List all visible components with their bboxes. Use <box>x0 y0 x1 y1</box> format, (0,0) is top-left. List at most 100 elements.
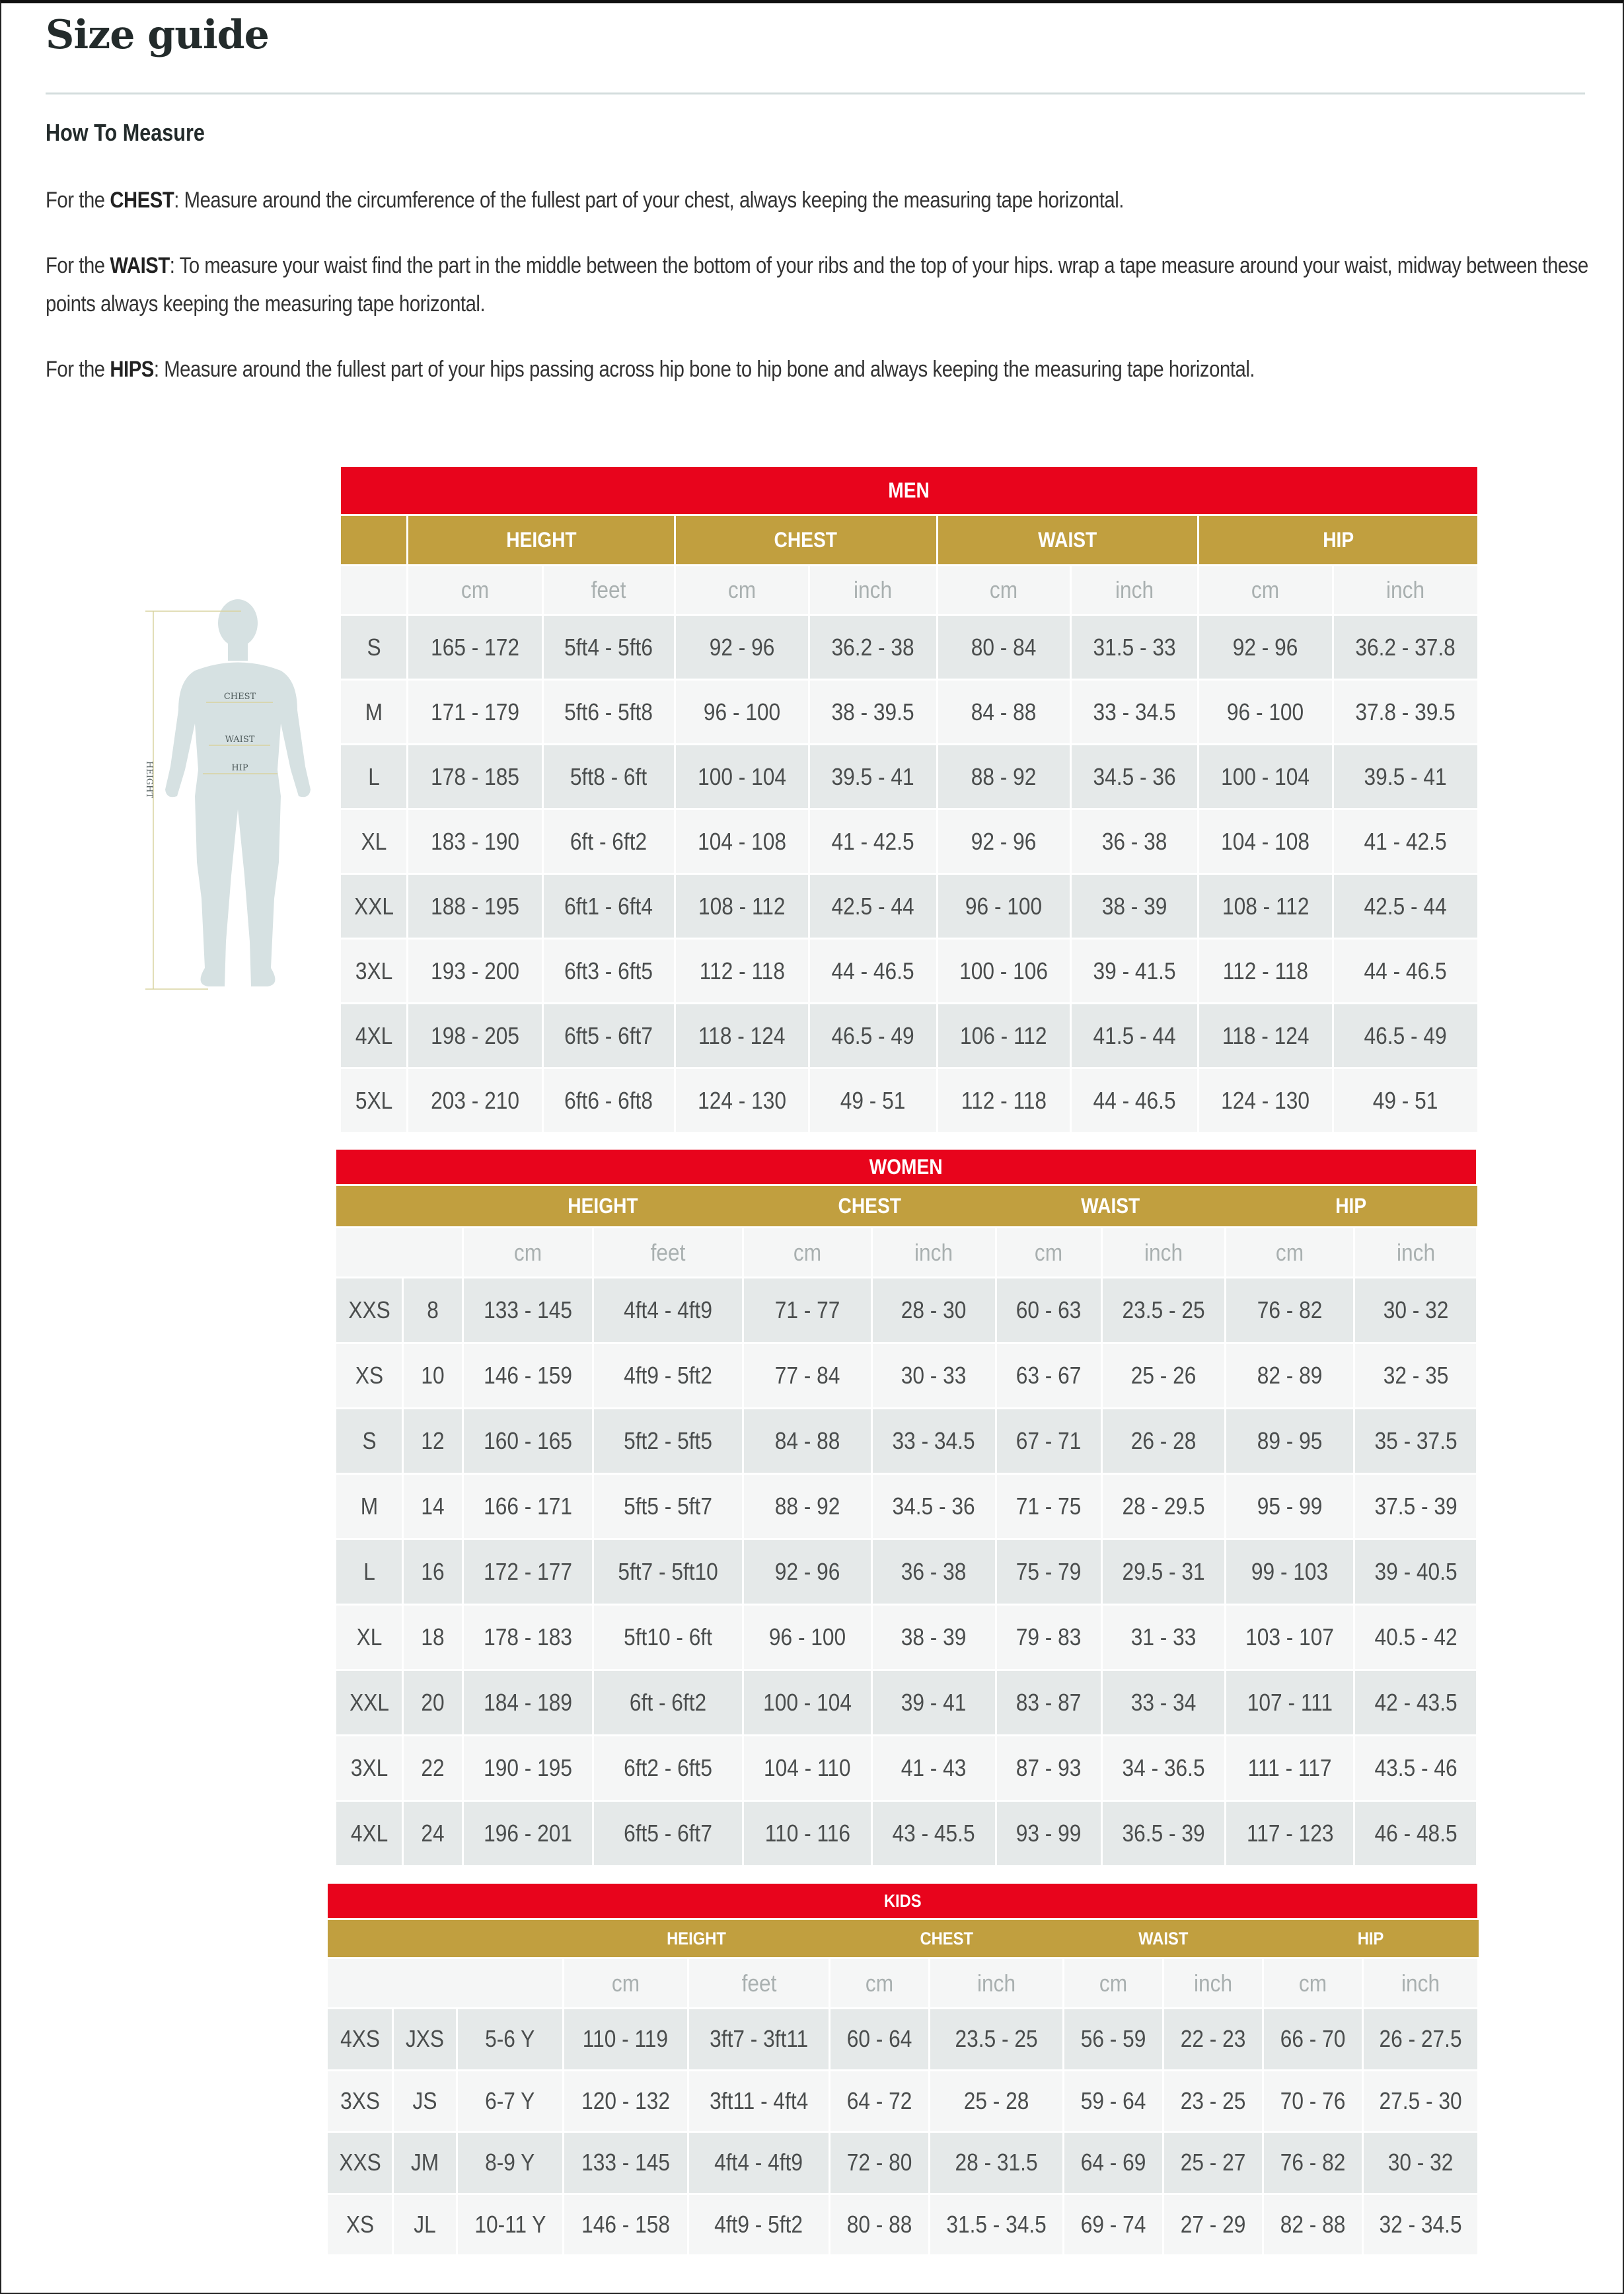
measurement-cell-text: 118 - 124 <box>1222 1021 1310 1049</box>
measurement-cell: 38 - 39 <box>1069 873 1200 940</box>
group-header-empty <box>338 514 409 566</box>
size-cell-text: XXS <box>338 2149 381 2176</box>
size-cell: JM <box>392 2131 459 2195</box>
table-row: S 165 - 172 5ft4 - 5ft6 92 - 96 36.2 - 38 80 … <box>338 614 1480 681</box>
measurement-cell-text: 112 - 118 <box>1222 957 1308 984</box>
measurement-cell-text: 49 - 51 <box>1372 1086 1438 1114</box>
measurement-cell-text: 26 - 28 <box>1130 1427 1197 1454</box>
chest-label: CHEST <box>224 692 256 702</box>
table-row: XL 18 178 - 183 5ft10 - 6ft 96 - 100 38 - 39 7… <box>334 1604 1478 1671</box>
size-cell-text: S <box>367 633 381 661</box>
measurement-cell: 106 - 112 <box>936 1002 1072 1069</box>
size-cell: 5XL <box>338 1067 409 1134</box>
unit-header: inch <box>1100 1226 1227 1278</box>
measurement-cell-text: 183 - 190 <box>430 827 519 855</box>
measurement-cell: 203 - 210 <box>406 1067 544 1134</box>
unit-header-text: cm <box>461 576 489 603</box>
table-row: 4XS JXS 5-6 Y 110 - 119 3ft7 - 3ft11 60 - 64 2… <box>325 2007 1479 2071</box>
measurement-cell: 88 - 92 <box>936 743 1072 810</box>
size-cell: XXS <box>325 2131 394 2195</box>
measurement-cell-text: 46.5 - 49 <box>1364 1021 1447 1049</box>
measurement-cell-text: 44 - 46.5 <box>831 957 914 984</box>
measurement-cell: 111 - 117 <box>1224 1734 1356 1802</box>
measurement-cell-text: 67 - 71 <box>1015 1427 1082 1454</box>
measurement-cell: 39.5 - 41 <box>808 743 938 810</box>
measurement-cell: 31.5 - 34.5 <box>928 2192 1064 2256</box>
size-cell: 20 <box>402 1669 464 1736</box>
size-cell: 4XS <box>325 2007 394 2071</box>
measurement-cell-text: 133 - 145 <box>581 2149 670 2176</box>
measurement-cell: 124 - 130 <box>1197 1067 1334 1134</box>
measurement-cell: 38 - 39.5 <box>808 679 938 745</box>
group-header-waist: WAIST <box>996 1184 1226 1228</box>
size-cell: 12 <box>402 1407 464 1475</box>
measurement-cell-text: 23.5 - 25 <box>1122 1296 1205 1323</box>
table-title-text: WOMEN <box>869 1154 943 1179</box>
measurement-cell: 32 - 34.5 <box>1362 2192 1479 2256</box>
size-cell: 14 <box>402 1473 464 1540</box>
measurement-cell: 146 - 158 <box>562 2192 689 2256</box>
measurement-cell: 4ft9 - 5ft2 <box>686 2192 831 2256</box>
measurement-cell: 190 - 195 <box>462 1734 594 1802</box>
measurement-cell: 44 - 46.5 <box>1331 938 1480 1004</box>
size-cell: 10 <box>402 1342 464 1409</box>
size-cell: 6-7 Y <box>456 2069 564 2133</box>
unit-header-text: cm <box>513 1238 542 1266</box>
unit-header: inch <box>1162 1957 1265 2009</box>
measurement-cell-text: 70 - 76 <box>1280 2087 1346 2114</box>
measurement-cell-text: 69 - 74 <box>1080 2210 1146 2238</box>
unit-header-text: cm <box>866 1969 894 1997</box>
measurement-cell: 110 - 119 <box>562 2007 689 2071</box>
group-header-waist: WAIST <box>936 514 1200 566</box>
measurement-cell: 36.2 - 38 <box>808 614 938 681</box>
size-cell: 18 <box>402 1604 464 1671</box>
measurement-cell: 39 - 41.5 <box>1069 938 1200 1004</box>
measurement-cell: 42.5 - 44 <box>1331 873 1480 940</box>
size-cell: 3XS <box>325 2069 394 2133</box>
size-cell: 8-9 Y <box>456 2131 564 2195</box>
measurement-cell-text: 133 - 145 <box>484 1296 572 1323</box>
unit-header-row: cm feet cm inch cm inch cm inch <box>334 1226 1478 1278</box>
measurement-cell-text: 64 - 69 <box>1080 2149 1146 2176</box>
measurement-cell: 104 - 108 <box>673 808 811 875</box>
measurement-cell: 79 - 83 <box>994 1604 1103 1671</box>
measurement-cell: 172 - 177 <box>462 1538 594 1606</box>
measurement-cell: 23.5 - 25 <box>928 2007 1064 2071</box>
unit-header: cm <box>994 1226 1103 1278</box>
measurement-cell: 25 - 27 <box>1162 2131 1265 2195</box>
measurement-cell: 43 - 45.5 <box>871 1800 997 1867</box>
measurement-cell-text: 44 - 46.5 <box>1093 1086 1176 1114</box>
size-cell: XXL <box>338 873 409 940</box>
measurement-cell-text: 104 - 108 <box>698 827 786 855</box>
measurement-cell-text: 33 - 34.5 <box>892 1427 975 1454</box>
measurement-cell-text: 76 - 82 <box>1257 1296 1323 1323</box>
measurement-cell: 59 - 64 <box>1062 2069 1165 2133</box>
size-cell: M <box>334 1473 404 1540</box>
measurement-cell-text: 172 - 177 <box>484 1558 572 1585</box>
measurement-cell-text: 92 - 96 <box>709 633 775 661</box>
table-row: XXS JM 8-9 Y 133 - 145 4ft4 - 4ft9 72 - 80 28 … <box>325 2131 1479 2195</box>
measurement-cell: 69 - 74 <box>1062 2192 1165 2256</box>
measurement-cell-text: 117 - 123 <box>1246 1820 1334 1847</box>
measurement-cell: 46.5 - 49 <box>808 1002 938 1069</box>
measurement-cell: 49 - 51 <box>808 1067 938 1134</box>
unit-header-text: inch <box>1194 1969 1233 1997</box>
measurement-cell: 31 - 33 <box>1100 1604 1227 1671</box>
measurement-cell: 108 - 112 <box>1197 873 1334 940</box>
measurement-cell-text: 6ft6 - 6ft8 <box>564 1086 653 1114</box>
measurement-cell-text: 4ft9 - 5ft2 <box>714 2210 803 2238</box>
measurement-cell: 133 - 145 <box>562 2131 689 2195</box>
measurement-cell-text: 36 - 38 <box>901 1558 967 1585</box>
measurement-cell: 84 - 88 <box>741 1407 873 1475</box>
measurement-cell: 6ft - 6ft2 <box>541 808 676 875</box>
measurement-cell-text: 32 - 34.5 <box>1379 2210 1462 2238</box>
unit-header: cm <box>1062 1957 1165 2009</box>
measurement-cell-text: 100 - 104 <box>763 1689 852 1716</box>
unit-header: cm <box>1262 1957 1364 2009</box>
measurement-cell-text: 178 - 185 <box>430 762 519 790</box>
measurement-cell: 124 - 130 <box>673 1067 811 1134</box>
measurement-cell-text: 99 - 103 <box>1251 1558 1329 1585</box>
unit-header: cm <box>562 1957 689 2009</box>
table-title: KIDS <box>326 1882 1479 1920</box>
size-cell-text: 4XL <box>355 1021 392 1049</box>
